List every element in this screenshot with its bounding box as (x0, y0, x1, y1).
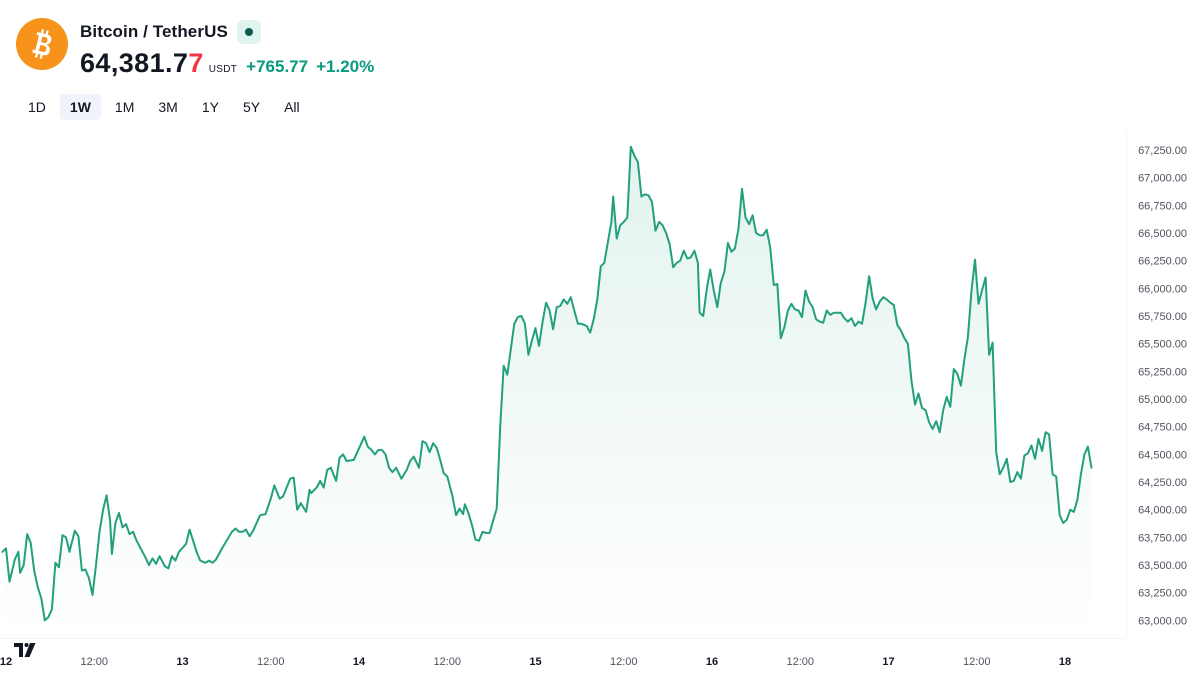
price-row: 64,381.77 USDT +765.77 +1.20% (80, 48, 374, 79)
price-tick-label: 65,000.00 (1138, 394, 1187, 406)
market-status-icon[interactable] (236, 20, 261, 44)
price-axis-divider (1126, 130, 1127, 638)
range-selector: 1D 1W 1M 3M 1Y 5Y All (18, 94, 314, 120)
price-tick-label: 66,500.00 (1138, 228, 1187, 240)
price-change-percent: +1.20% (316, 57, 375, 76)
time-tick-day-label: 12 (0, 656, 12, 668)
time-axis: 12 12:00 13 12:00 14 12:00 15 12:00 16 12:00 17 12:… (0, 656, 1071, 668)
range-tab-1d[interactable]: 1D (28, 99, 46, 115)
price-tick-label: 63,000.00 (1138, 615, 1187, 627)
range-tab-all[interactable]: All (284, 99, 300, 115)
range-tab-1y[interactable]: 1Y (201, 99, 219, 115)
time-tick-day-label: 16 (706, 656, 718, 668)
price-tick-label: 66,250.00 (1138, 256, 1187, 268)
time-tick-day-label: 17 (882, 656, 894, 668)
bitcoin-logo-icon (16, 18, 68, 70)
quote-currency: USDT (208, 64, 238, 75)
last-price: 64,381.77 (80, 48, 204, 78)
price-tick-label: 66,000.00 (1138, 283, 1187, 295)
time-axis-divider (0, 638, 1126, 639)
tradingview-logo-icon[interactable] (14, 643, 36, 657)
range-tab-1w[interactable]: 1W (59, 94, 101, 120)
price-tick-label: 64,500.00 (1138, 449, 1187, 461)
time-tick-label: 12:00 (257, 656, 285, 668)
last-price-tick-digit: 7 (188, 48, 204, 78)
price-chart[interactable]: 67,250.00 67,000.00 66,750.00 66,500.00 66,2… (0, 130, 1200, 675)
time-tick-label: 12:00 (433, 656, 461, 668)
price-tick-label: 63,250.00 (1138, 588, 1187, 600)
time-tick-day-label: 15 (529, 656, 541, 668)
time-tick-label: 12:00 (963, 656, 991, 668)
price-line (1, 145, 1093, 622)
price-tick-label: 67,000.00 (1138, 173, 1187, 185)
price-tick-label: 64,000.00 (1138, 505, 1187, 517)
pair-title: Bitcoin / TetherUS (80, 22, 228, 41)
price-tick-label: 64,250.00 (1138, 477, 1187, 489)
range-tab-3m[interactable]: 3M (158, 99, 178, 115)
time-tick-label: 12:00 (786, 656, 814, 668)
price-tick-label: 63,500.00 (1138, 560, 1187, 572)
range-tab-5y[interactable]: 5Y (242, 99, 261, 115)
price-tick-label: 64,750.00 (1138, 422, 1187, 434)
time-tick-day-label: 13 (176, 656, 188, 668)
price-tick-label: 65,750.00 (1138, 311, 1187, 323)
time-tick-label: 12:00 (80, 656, 108, 668)
symbol-header: Bitcoin / TetherUS 64,381.77 USDT +765.7… (16, 18, 374, 80)
price-tick-label: 63,750.00 (1138, 532, 1187, 544)
price-tick-label: 65,500.00 (1138, 339, 1187, 351)
range-tab-1m[interactable]: 1M (114, 99, 135, 115)
price-tick-label: 66,750.00 (1138, 200, 1187, 212)
time-tick-day-label: 18 (1059, 656, 1071, 668)
price-area-fill (2, 146, 1092, 638)
price-tick-label: 65,250.00 (1138, 366, 1187, 378)
price-tick-label: 67,250.00 (1138, 145, 1187, 157)
price-change: +765.77 (246, 57, 309, 76)
time-tick-day-label: 14 (353, 656, 366, 668)
price-axis: 67,250.00 67,000.00 66,750.00 66,500.00 66,2… (1138, 145, 1187, 627)
time-tick-label: 12:00 (610, 656, 638, 668)
